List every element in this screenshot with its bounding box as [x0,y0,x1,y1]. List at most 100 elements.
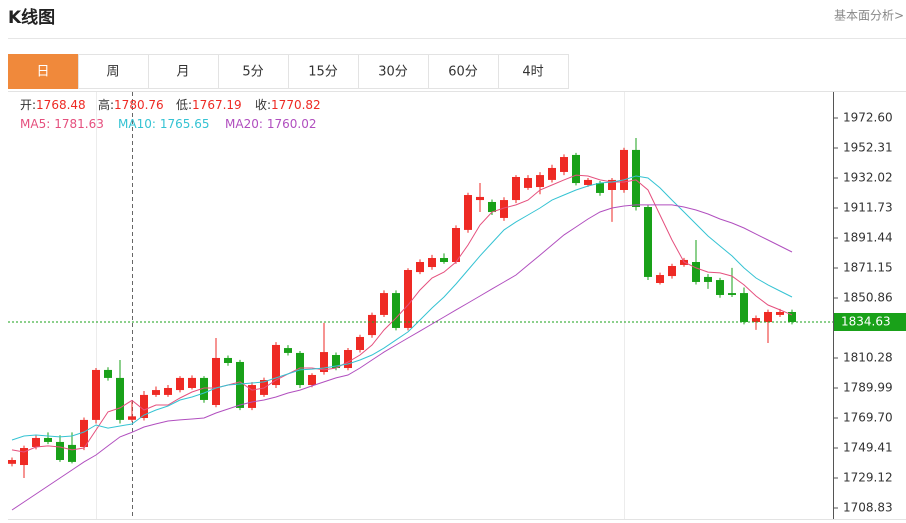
ma-line [11,175,793,441]
candle-body [332,355,340,369]
candle-body [104,369,112,378]
candle-body [356,336,364,350]
candle-body [248,385,256,408]
y-tick-label: 1729.12 [843,471,893,485]
widget-title: K线图 [8,7,55,28]
candle-body [320,352,328,373]
candle-body [548,167,556,180]
tab-label[interactable]: 5分 [242,65,263,80]
legend-label: MA20: [225,117,263,131]
candle-body [140,394,148,419]
candle-body [632,149,640,208]
candle-body [776,311,784,315]
ohlc-value: 1770.82 [271,98,321,112]
candle-body [392,293,400,328]
tab-label[interactable]: 15分 [308,65,338,80]
tab-label[interactable]: 4时 [522,65,543,80]
ma-readout: MA10: 1765.65 [118,117,210,131]
tab-label[interactable]: 30分 [378,65,408,80]
candle-body [524,178,532,188]
candle-body [488,201,496,213]
last-price-label: 1834.63 [841,314,891,328]
y-tick-label: 1891.44 [843,230,893,244]
ohlc-readout: 开:1768.48 [20,98,86,112]
candle-body [668,265,676,277]
y-tick-label: 1932.02 [843,170,893,184]
candle-body [236,361,244,408]
candle-body [428,258,436,268]
candle-body [596,183,604,193]
candle-body [380,293,388,315]
candle-body [176,377,184,391]
ohlc-readout: 低:1767.19 [176,98,242,112]
candle-body [728,293,736,295]
ma-value: 1760.02 [267,117,317,131]
candle-body [80,419,88,447]
ohlc-label: 收: [255,98,271,112]
ohlc-label: 低: [176,98,192,112]
candle-body [716,280,724,295]
tab-bar: 日 周 月 5分 15分 30分 60分 4时 [8,54,569,89]
tab-label[interactable]: 60分 [448,65,478,80]
y-tick-label: 1850.86 [843,290,893,304]
ma-value: 1781.63 [54,117,104,131]
ma-readout: MA5: 1781.63 [20,117,104,131]
plot-area: 1972.60 1952.31 1932.02 1911.73 1891.44 1871.… [8,110,906,515]
candle-body [272,344,280,386]
y-tick-label: 1708.83 [843,501,893,515]
candle-body [644,207,652,277]
y-tick-label: 1749.41 [843,441,893,455]
candle-body [212,357,220,405]
candle-body [416,262,424,273]
candle-body [620,149,628,190]
y-tick-label: 1789.99 [843,380,893,394]
tab[interactable] [148,54,219,89]
ohlc-readout: 高:1780.76 [98,97,164,112]
tab[interactable] [78,54,149,89]
fundamental-link[interactable]: 基本面分析> [834,9,904,23]
candle-body [344,349,352,369]
candle-body [536,175,544,188]
candle-body [368,314,376,336]
ohlc-label: 高: [98,97,114,112]
tab[interactable] [358,54,429,89]
tab-label[interactable]: 周 [106,65,119,80]
info-panel: 开:1768.48 高:1780.76 低:1767.19 收:1770.82 MA5:… [20,97,321,131]
y-tick-label: 1911.73 [843,200,893,214]
candle-body [164,387,172,395]
candle-body [68,444,76,462]
candle-body [308,374,316,386]
candle-body [752,318,760,323]
candle-body [692,262,700,282]
candle-body [224,357,232,363]
y-tick-label: 1810.28 [843,350,893,364]
candle-body [476,196,484,201]
legend-label: MA10: [118,117,156,131]
candle-body [20,448,28,466]
y-tick-label: 1972.60 [843,110,893,124]
candle-body [440,258,448,263]
candle-body [296,352,304,386]
y-tick-label: 1871.15 [843,260,893,274]
candle-body [584,179,592,185]
candle-body [500,200,508,218]
tab-label[interactable]: 日 [36,65,49,80]
candle-body [92,369,100,420]
candle-body [152,390,160,395]
candle-body [608,179,616,190]
candle-body [284,348,292,353]
candle-body [704,276,712,282]
candle-body [788,311,796,322]
candle-body [32,437,40,447]
ma-readout: MA20: 1760.02 [225,117,317,131]
last-price-tag [834,312,906,331]
legend-label: MA5: [20,117,50,131]
ohlc-readout: 收:1770.82 [255,98,321,112]
ohlc-label: 开: [20,98,36,112]
candle-body [44,437,52,442]
tab[interactable] [498,54,569,89]
tab-label[interactable]: 月 [176,65,189,80]
ohlc-value: 1768.48 [36,98,86,112]
y-tick-label: 1952.31 [843,140,893,154]
